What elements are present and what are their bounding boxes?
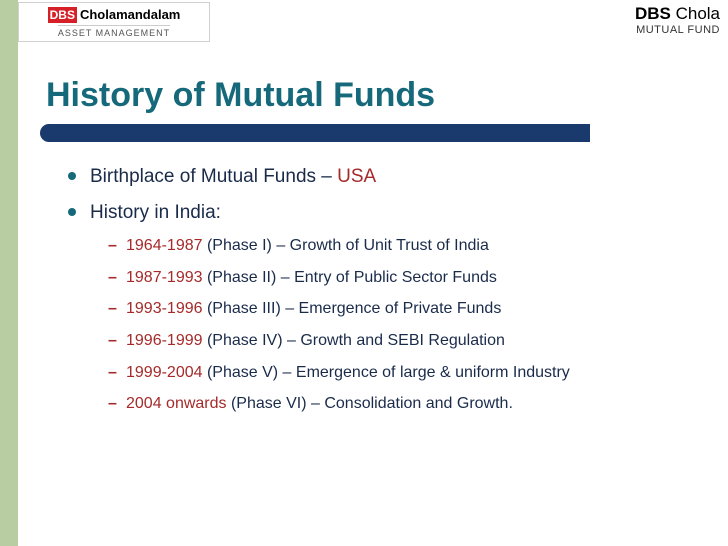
bullet-birthplace: Birthplace of Mutual Funds – USA: [68, 164, 668, 190]
slide-content: Birthplace of Mutual Funds – USA History…: [68, 164, 668, 425]
phase-item: 2004 onwards (Phase VI) – Consolidation …: [108, 393, 668, 415]
bullet-birthplace-usa: USA: [337, 166, 376, 187]
phase-period: 1996-1999: [126, 332, 203, 349]
phase-desc: (Phase III) – Emergence of Private Funds: [203, 300, 502, 317]
phase-item: 1999-2004 (Phase V) – Emergence of large…: [108, 362, 668, 384]
phase-period: 2004 onwards: [126, 395, 227, 412]
logo-left-sub: ASSET MANAGEMENT: [58, 25, 170, 38]
dbs-mark: DBS: [48, 7, 77, 23]
phase-item: 1993-1996 (Phase III) – Emergence of Pri…: [108, 298, 668, 320]
logo-right: DBS Chola MUTUAL FUND: [635, 4, 720, 36]
logo-right-bold: DBS: [635, 4, 671, 23]
bullet-history-india-text: History in India:: [90, 202, 221, 223]
slide-title: History of Mutual Funds: [46, 76, 435, 115]
phase-desc: (Phase VI) – Consolidation and Growth.: [227, 395, 513, 412]
phase-period: 1993-1996: [126, 300, 203, 317]
left-accent-band: [0, 0, 18, 546]
logo-left: DBS Cholamandalam ASSET MANAGEMENT: [18, 2, 210, 42]
phase-period: 1987-1993: [126, 269, 203, 286]
phase-desc: (Phase IV) – Growth and SEBI Regulation: [203, 332, 505, 349]
phase-desc: (Phase V) – Emergence of large & uniform…: [203, 364, 570, 381]
bullet-history-india: History in India:: [68, 200, 668, 226]
phase-period: 1999-2004: [126, 364, 203, 381]
title-underline-bar: [40, 124, 590, 142]
logo-right-sub: MUTUAL FUND: [635, 24, 720, 36]
phase-item: 1964-1987 (Phase I) – Growth of Unit Tru…: [108, 235, 668, 257]
logo-right-light: Chola: [671, 4, 720, 23]
bullet-birthplace-text: Birthplace of Mutual Funds –: [90, 166, 337, 187]
phase-item: 1996-1999 (Phase IV) – Growth and SEBI R…: [108, 330, 668, 352]
phase-period: 1964-1987: [126, 237, 203, 254]
logo-left-chola: Cholamandalam: [80, 7, 180, 22]
phase-desc: (Phase I) – Growth of Unit Trust of Indi…: [203, 237, 489, 254]
phase-item: 1987-1993 (Phase II) – Entry of Public S…: [108, 267, 668, 289]
phase-desc: (Phase II) – Entry of Public Sector Fund…: [203, 269, 497, 286]
